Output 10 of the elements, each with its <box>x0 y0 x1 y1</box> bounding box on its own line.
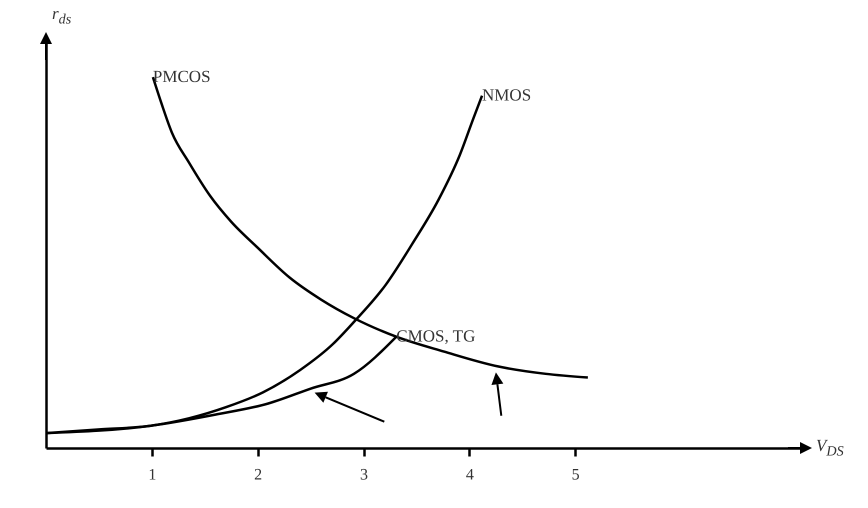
series-label: PMCOS <box>152 67 211 86</box>
x-axis-title: V$_{DS}$ <box>816 436 844 460</box>
series-label: NMOS <box>482 86 532 105</box>
series-label: CMOS, TG <box>396 326 476 346</box>
x-tick-label: 4 <box>466 466 474 484</box>
x-tick-label: 1 <box>148 466 156 484</box>
x-tick-label: 2 <box>254 466 262 484</box>
y-axis-title: r$_{ds}$ <box>52 4 72 28</box>
x-tick-label: 3 <box>360 466 368 484</box>
x-tick-label: 5 <box>572 466 580 484</box>
